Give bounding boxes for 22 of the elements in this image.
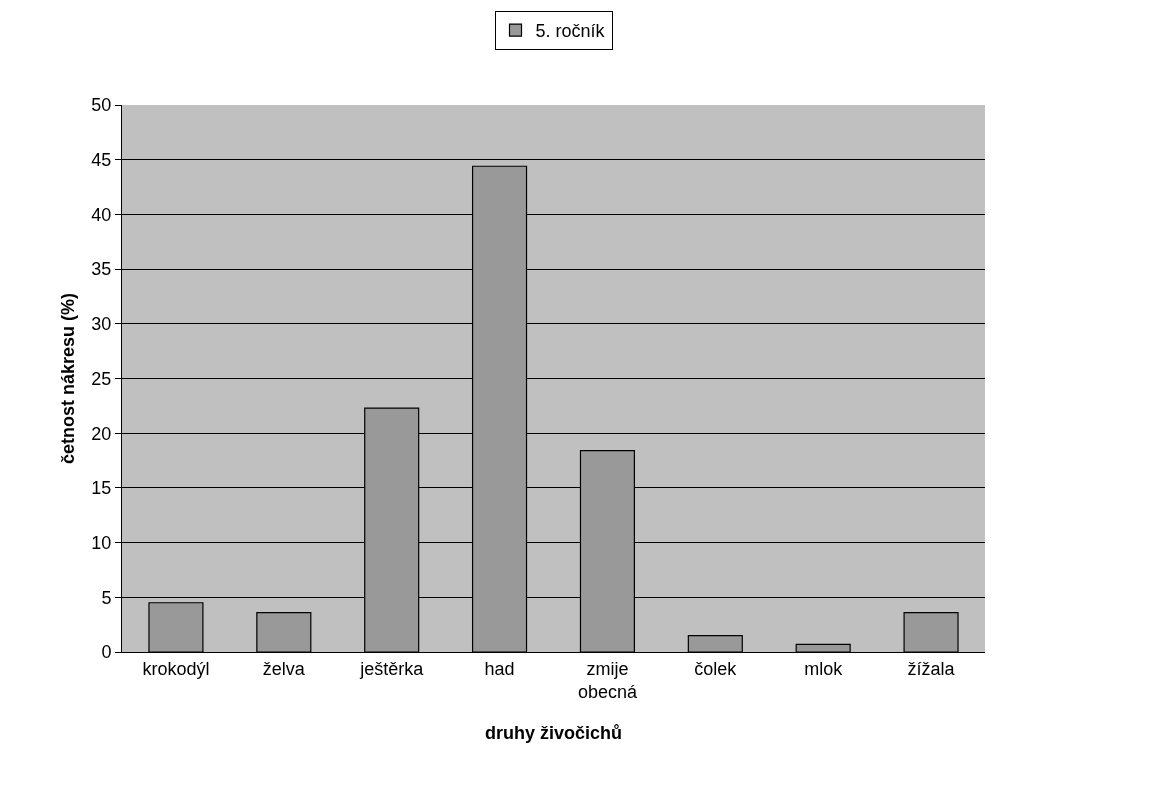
x-axis-title: druhy živočichů [484,723,623,744]
x-tick-label: had [484,658,515,679]
x-tick-label: čolek [694,658,738,679]
y-tick-label: 30 [91,314,112,335]
x-tick-label: žížala [907,658,956,679]
x-tick-label: želva [262,658,306,679]
y-tick-label: 35 [91,259,112,280]
y-tick-label: 0 [101,642,112,663]
y-tick-label: 50 [91,95,112,116]
y-tick-label: 20 [91,423,112,444]
legend-label: 5. ročník [535,21,606,42]
y-tick-label: 5 [101,587,112,608]
y-tick-label: 10 [91,532,112,553]
y-tick-label: 40 [91,204,112,225]
x-tick-label: mlok [804,658,844,679]
y-tick-label: 45 [91,150,112,170]
y-tick-label: 15 [91,478,112,499]
x-tick-label: krokodýl [142,658,210,679]
y-tick-label: 25 [91,368,112,389]
y-axis-title: četnost nákresu (%) [57,292,78,465]
x-tick-label: ještěrka [359,658,425,679]
x-tick-label: zmije obecná [577,658,638,702]
